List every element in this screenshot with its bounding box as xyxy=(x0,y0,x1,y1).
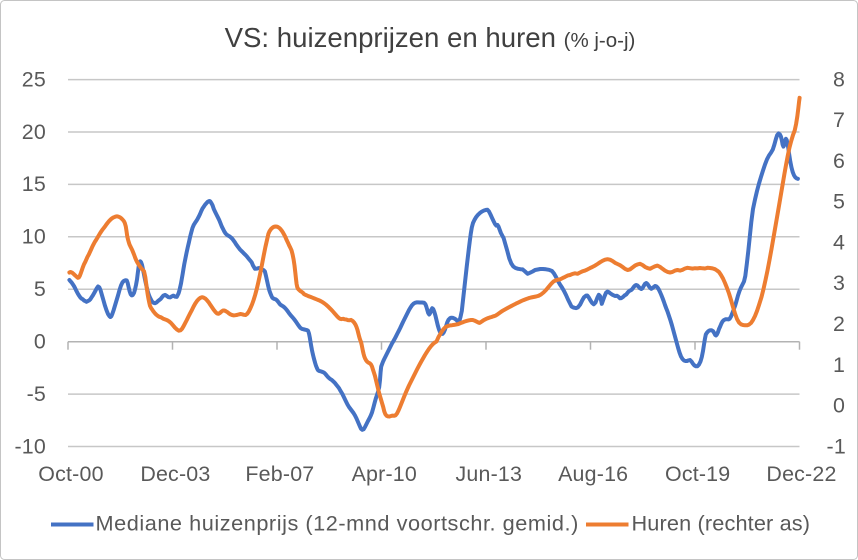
svg-text:2: 2 xyxy=(833,312,845,336)
svg-text:1: 1 xyxy=(833,353,845,377)
svg-text:4: 4 xyxy=(833,231,845,255)
svg-text:10: 10 xyxy=(22,225,46,249)
svg-text:3: 3 xyxy=(833,271,845,295)
svg-text:Huren (rechter as): Huren (rechter as) xyxy=(632,511,811,536)
svg-text:Dec-03: Dec-03 xyxy=(140,462,210,486)
svg-text:Dec-22: Dec-22 xyxy=(766,462,836,486)
svg-text:20: 20 xyxy=(22,120,46,144)
svg-text:Mediane huizenprijs (12-mnd vo: Mediane huizenprijs (12-mnd voortschr. g… xyxy=(96,511,579,536)
svg-text:0: 0 xyxy=(833,394,845,418)
svg-text:Jun-13: Jun-13 xyxy=(455,462,522,486)
svg-text:5: 5 xyxy=(833,190,845,214)
svg-text:-1: -1 xyxy=(827,434,846,458)
svg-text:Oct-00: Oct-00 xyxy=(38,462,103,486)
svg-text:7: 7 xyxy=(833,108,845,132)
svg-text:Oct-19: Oct-19 xyxy=(665,462,730,486)
svg-text:-10: -10 xyxy=(14,434,46,458)
svg-text:15: 15 xyxy=(22,172,46,196)
svg-text:Aug-16: Aug-16 xyxy=(558,462,628,486)
svg-text:-5: -5 xyxy=(27,382,46,406)
svg-text:0: 0 xyxy=(34,330,46,354)
svg-text:8: 8 xyxy=(833,67,845,91)
svg-text:Apr-10: Apr-10 xyxy=(352,462,417,486)
svg-text:Feb-07: Feb-07 xyxy=(245,462,314,486)
svg-text:6: 6 xyxy=(833,149,845,173)
svg-text:5: 5 xyxy=(34,277,46,301)
svg-text:25: 25 xyxy=(22,67,46,91)
